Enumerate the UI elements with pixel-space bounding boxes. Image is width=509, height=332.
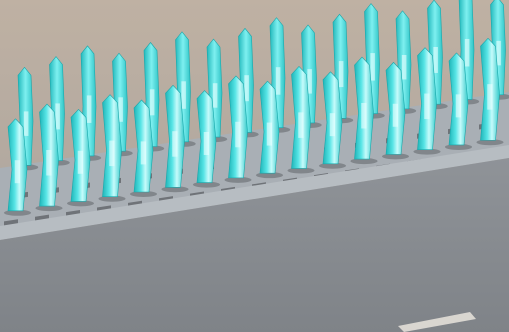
- housing-top-surface: [0, 92, 509, 240]
- pin-front: [224, 75, 252, 183]
- pin-front: [413, 47, 441, 155]
- pin-front: [287, 66, 315, 174]
- pin-front: [161, 84, 189, 193]
- pin-row-front: [4, 37, 504, 216]
- pin-front: [476, 37, 504, 146]
- pin-front: [256, 80, 283, 179]
- pin-front: [67, 108, 94, 207]
- pin-front: [445, 52, 472, 150]
- housing-front-face: [0, 158, 509, 332]
- housing-lip: [0, 145, 509, 240]
- pin-front: [98, 94, 126, 202]
- pin-front: [350, 56, 378, 165]
- pin-front: [35, 103, 63, 212]
- light-patch: [398, 312, 476, 332]
- pin-front: [319, 71, 346, 169]
- pin-front: [193, 90, 220, 188]
- pin-front: [382, 61, 409, 160]
- pin-front: [130, 99, 157, 197]
- pin-front: [4, 118, 31, 216]
